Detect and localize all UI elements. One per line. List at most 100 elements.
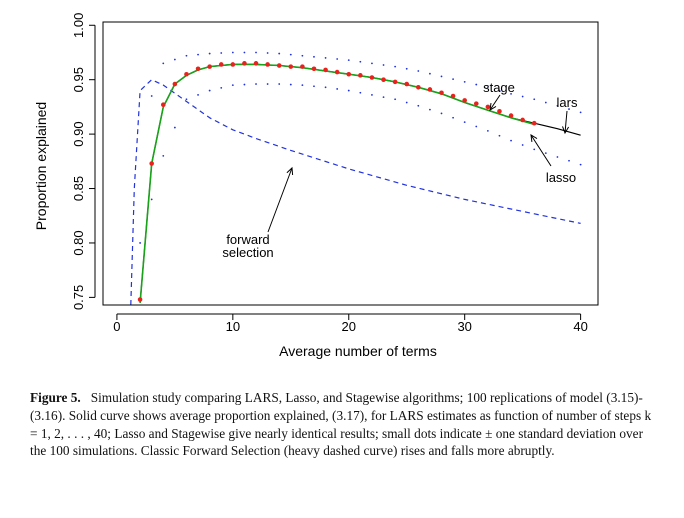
sd-dot	[556, 156, 559, 158]
sd-dot	[429, 108, 431, 111]
sd-dot	[278, 83, 281, 85]
sd-dot	[208, 89, 211, 92]
lasso-point	[160, 102, 166, 108]
sd-dot	[394, 65, 397, 68]
y-tick-label: 0.80	[71, 230, 86, 255]
lasso-point	[207, 64, 212, 69]
annotation-label: stage	[483, 80, 515, 95]
figure-caption: Figure 5. Simulation study comparing LAR…	[30, 389, 658, 460]
x-axis-label: Average number of terms	[279, 343, 437, 359]
forward-selection-line	[130, 79, 581, 305]
series-layer	[130, 51, 582, 305]
sd-dot	[382, 64, 385, 66]
sd-dot	[347, 89, 350, 92]
sd-dot	[278, 52, 281, 55]
sd-dot	[173, 58, 176, 61]
sd-dot	[173, 126, 176, 129]
sd-dot	[382, 96, 385, 99]
lasso-point	[520, 117, 525, 123]
sd-dot	[417, 104, 420, 107]
sd-dot	[162, 62, 165, 65]
sd-dot	[313, 55, 315, 58]
lasso-point	[218, 62, 224, 67]
lasso-point	[253, 61, 259, 66]
sd-dot	[185, 54, 188, 57]
lasso-point	[427, 87, 433, 92]
annotation-arrowhead	[489, 103, 497, 111]
sd-dot	[324, 57, 327, 59]
sd-dot	[440, 112, 443, 115]
sd-dot	[255, 83, 257, 85]
sd-dot	[255, 51, 257, 54]
lasso-point	[508, 113, 514, 118]
sd-dot	[463, 80, 466, 83]
y-axis-label: Proportion explained	[33, 102, 49, 230]
sd-dot	[266, 52, 269, 54]
sd-dot	[347, 59, 350, 61]
sd-dot	[289, 53, 292, 56]
sd-dot	[185, 98, 188, 101]
sd-dot	[243, 83, 246, 86]
sd-dot	[579, 111, 582, 114]
sd-dot	[486, 129, 489, 132]
sd-dot	[405, 101, 408, 104]
sd-dot	[521, 95, 524, 98]
sd-dot	[301, 54, 304, 57]
lasso-point	[416, 85, 421, 90]
lasso-point	[300, 64, 305, 69]
sd-dot	[150, 95, 153, 97]
lasso-point	[137, 297, 143, 302]
annotation-label: lasso	[546, 170, 576, 185]
sd-dot	[197, 53, 199, 56]
lasso-point	[195, 66, 201, 72]
lasso-point	[230, 62, 236, 67]
y-tick-label: 0.85	[71, 176, 86, 201]
sd-dot	[533, 98, 536, 101]
sd-dot	[371, 62, 373, 65]
sd-dot	[475, 125, 478, 128]
line-chart: 0 10 20 30 40 0.75 0.80 0.85 0.90 0.95 1.00 stage l…	[33, 13, 599, 359]
sd-dot	[371, 94, 373, 96]
lasso-point	[473, 101, 479, 106]
lasso-point	[323, 67, 328, 73]
x-tick-label: 40	[573, 319, 587, 334]
sd-dot	[289, 83, 292, 86]
sd-dot	[150, 198, 153, 201]
y-tick-label: 0.75	[71, 285, 86, 310]
lasso-point	[149, 161, 154, 166]
sd-dot	[405, 67, 408, 70]
sd-dot	[579, 163, 582, 166]
sd-dot	[568, 159, 570, 162]
lasso-point	[242, 61, 247, 66]
sd-dot	[544, 101, 547, 104]
annotation-arrow	[489, 94, 501, 111]
caption-text: Simulation study comparing LARS, Lasso, …	[30, 390, 652, 459]
lasso-point	[531, 120, 537, 126]
sd-dot	[243, 51, 246, 54]
annotation-arrow	[530, 134, 552, 167]
lasso-point	[497, 108, 502, 114]
sd-dot	[139, 242, 141, 244]
stage-line	[139, 63, 535, 303]
sd-dot	[463, 121, 466, 124]
annotation-arrowhead	[286, 166, 294, 176]
annotation-label: forward	[226, 232, 269, 247]
sd-dot	[452, 116, 454, 119]
sd-dot	[486, 86, 489, 89]
sd-dot	[521, 144, 524, 146]
annotation-arrow	[267, 167, 293, 233]
sd-dot	[533, 148, 536, 151]
annotation-label: selection	[222, 245, 273, 260]
sd-dot	[313, 85, 315, 88]
sd-dot	[452, 78, 454, 81]
lasso-point	[358, 73, 363, 78]
lasso-point	[346, 71, 352, 77]
sd-dot	[498, 89, 501, 92]
sd-dot	[220, 86, 223, 89]
sd-dot	[417, 70, 420, 72]
lasso-point	[381, 77, 386, 82]
annotation-label: lars	[557, 95, 578, 110]
sd-dot	[475, 83, 478, 86]
plot-frame	[102, 21, 599, 306]
sd-dot	[336, 58, 339, 60]
